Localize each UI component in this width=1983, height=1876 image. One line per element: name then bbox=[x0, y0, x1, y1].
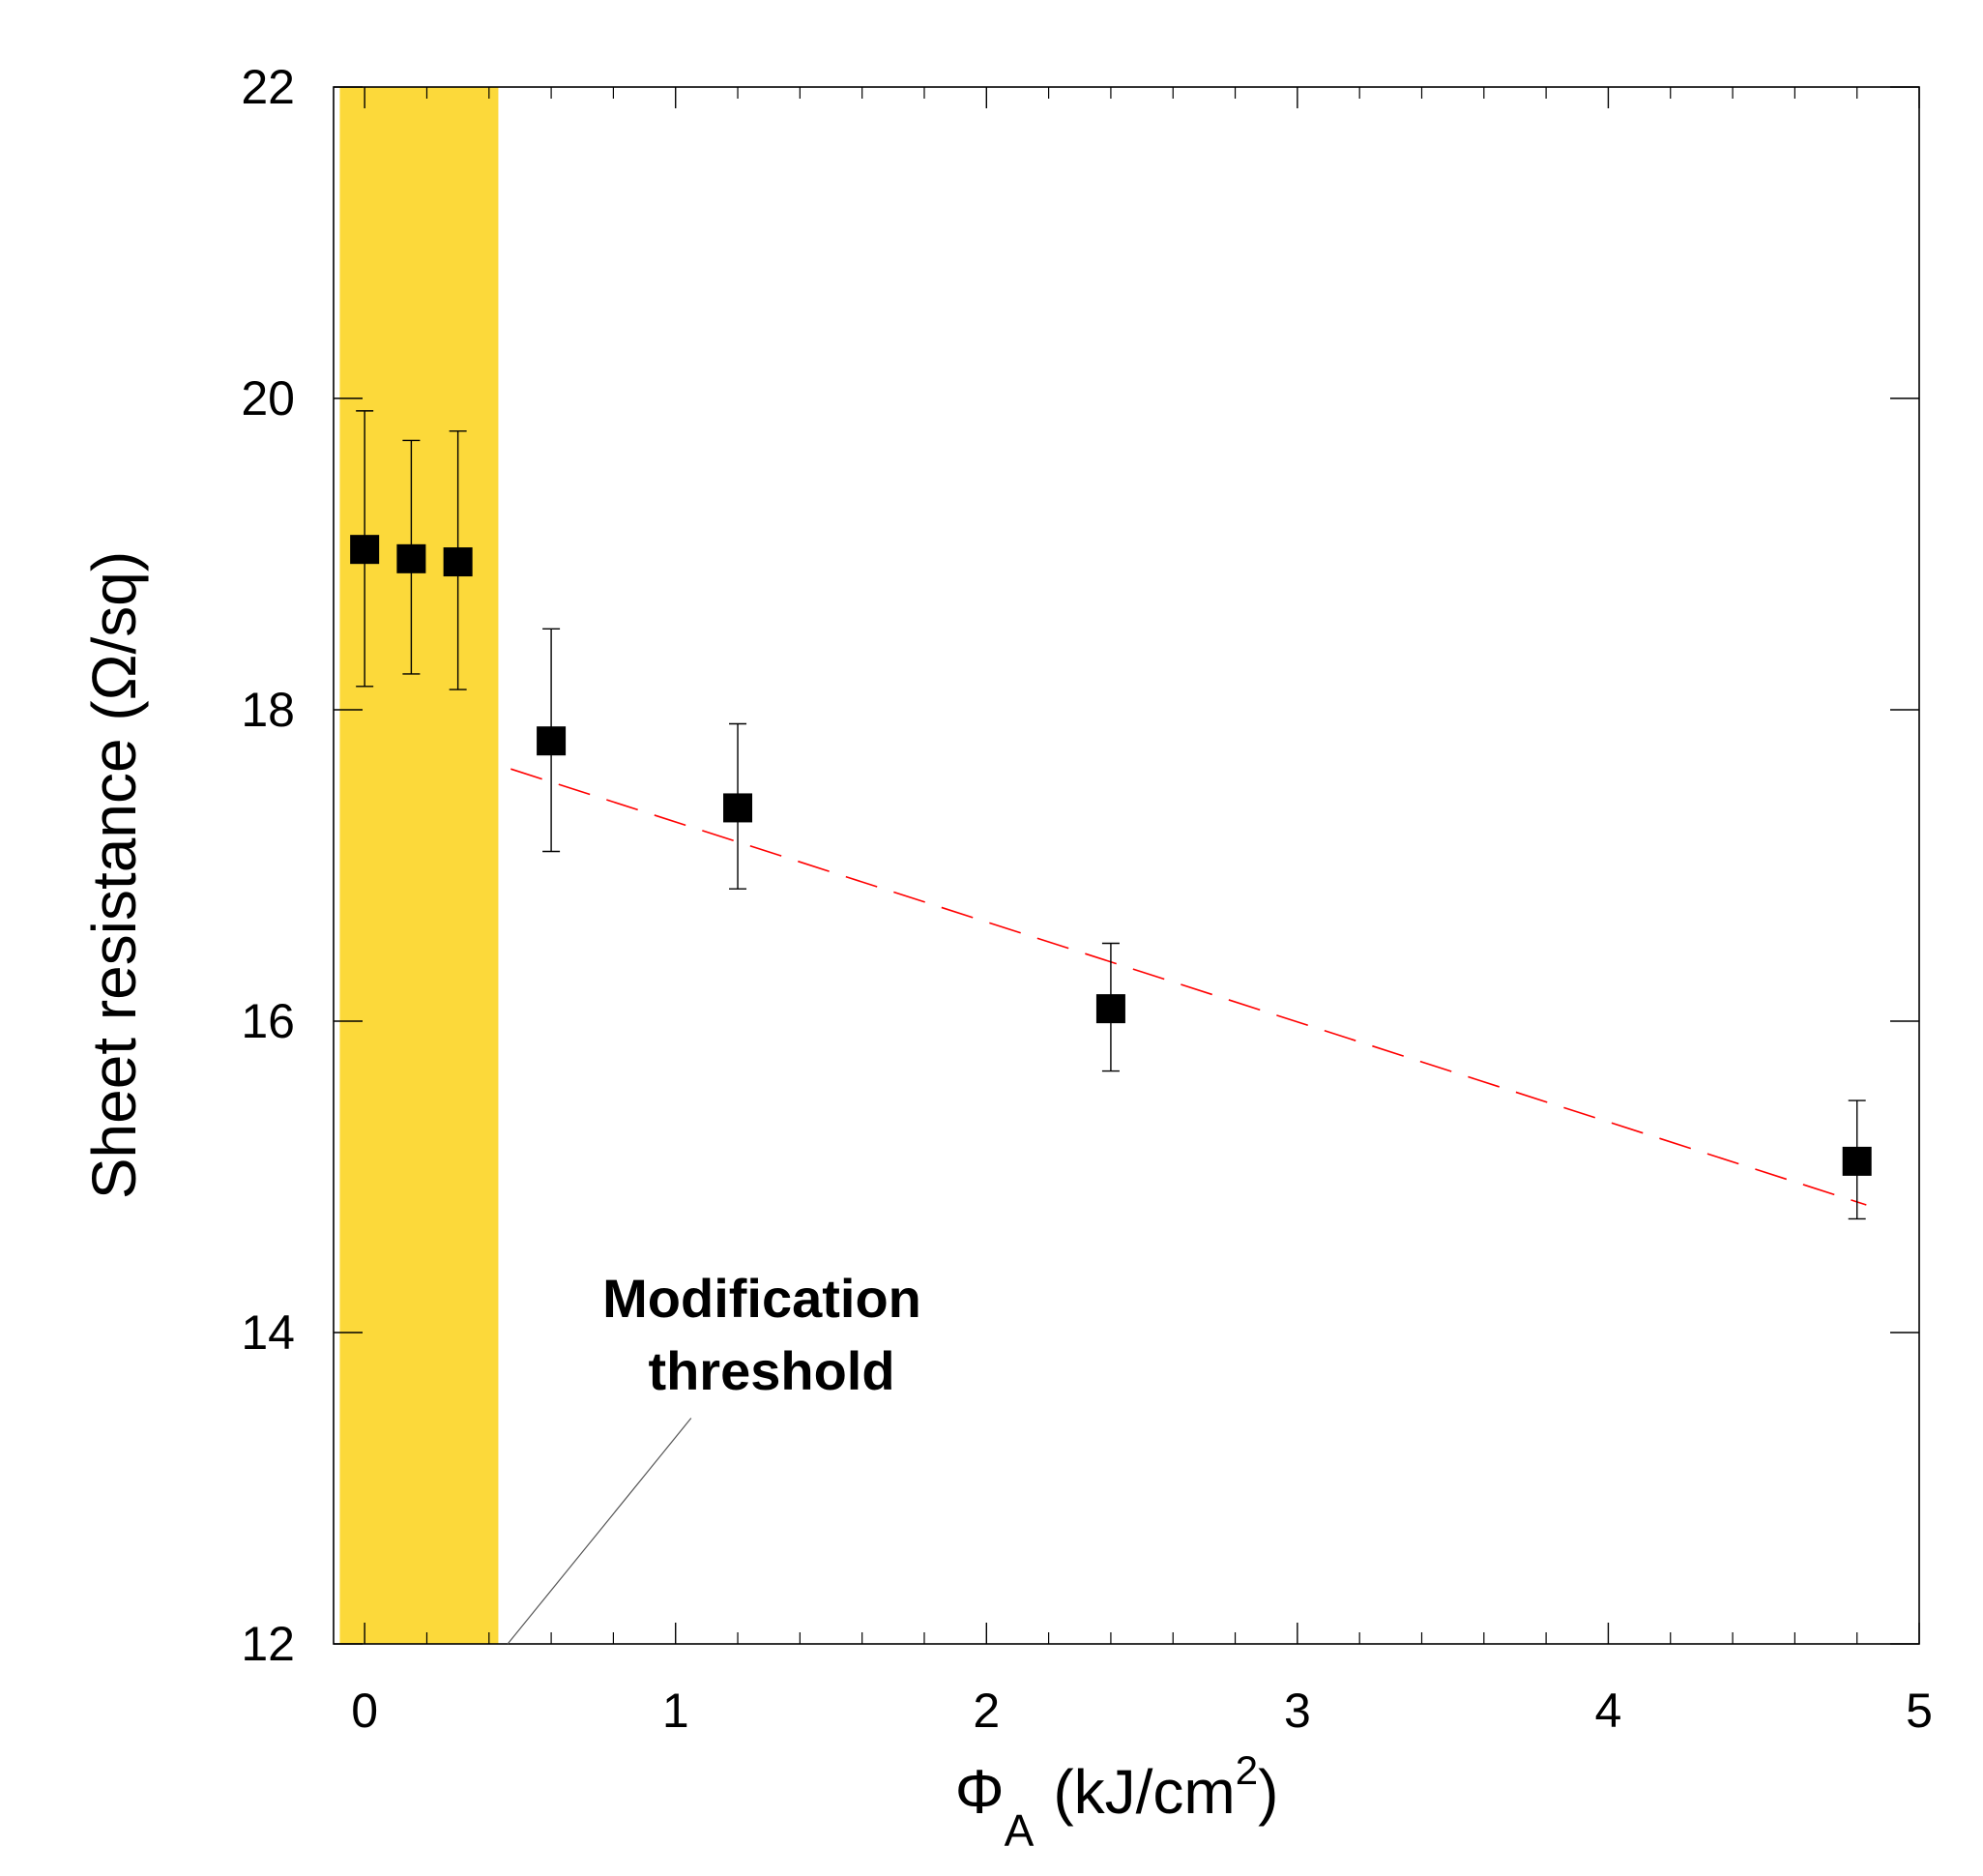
y-tick-label: 14 bbox=[241, 1305, 295, 1360]
modification-threshold-region bbox=[339, 87, 499, 1644]
data-point-marker bbox=[1842, 1146, 1872, 1176]
y-tick-label: 20 bbox=[241, 371, 295, 425]
x-tick-label: 3 bbox=[1284, 1684, 1311, 1738]
x-axis-symbol: Φ bbox=[955, 1757, 1005, 1827]
fit-line bbox=[510, 768, 1867, 1206]
y-tick-label: 22 bbox=[241, 60, 295, 114]
fit-line-layer bbox=[510, 768, 1867, 1206]
axis-ticks bbox=[334, 86, 1920, 1645]
x-tick-label: 1 bbox=[662, 1684, 689, 1738]
y-tick-label: 18 bbox=[241, 683, 295, 737]
data-point-marker bbox=[723, 793, 753, 823]
y-axis-title: Sheet resistance (Ω/sq) bbox=[79, 551, 149, 1199]
shaded-region-layer bbox=[339, 87, 499, 1644]
annotation-text-line2: threshold bbox=[648, 1340, 894, 1401]
x-axis-unit-close: ) bbox=[1258, 1757, 1278, 1827]
data-point-marker bbox=[537, 726, 567, 756]
x-axis-subscript: A bbox=[1005, 1805, 1035, 1856]
data-markers bbox=[350, 535, 1872, 1176]
x-axis-unit-superscript: 2 bbox=[1236, 1747, 1258, 1793]
annotation-pointer-line bbox=[507, 1418, 692, 1645]
x-tick-label: 4 bbox=[1595, 1684, 1622, 1738]
y-tick-label: 16 bbox=[241, 994, 295, 1048]
annotation-text-line1: Modification bbox=[602, 1268, 921, 1329]
x-tick-label: 0 bbox=[351, 1684, 378, 1738]
plot-frame bbox=[333, 86, 1920, 1645]
x-axis-title: ΦA (kJ/cm2) bbox=[955, 1747, 1279, 1856]
annotation-layer: Modification threshold bbox=[507, 1268, 921, 1645]
x-axis-unit: (kJ/cm bbox=[1053, 1757, 1235, 1827]
x-tick-label: 5 bbox=[1906, 1684, 1933, 1738]
error-bars bbox=[356, 410, 1866, 1220]
data-point-marker bbox=[396, 543, 426, 573]
data-point-marker bbox=[443, 547, 473, 577]
x-tick-label: 2 bbox=[973, 1684, 1000, 1738]
data-point-marker bbox=[350, 535, 380, 565]
y-tick-label: 12 bbox=[241, 1617, 295, 1671]
data-point-marker bbox=[1095, 994, 1125, 1024]
